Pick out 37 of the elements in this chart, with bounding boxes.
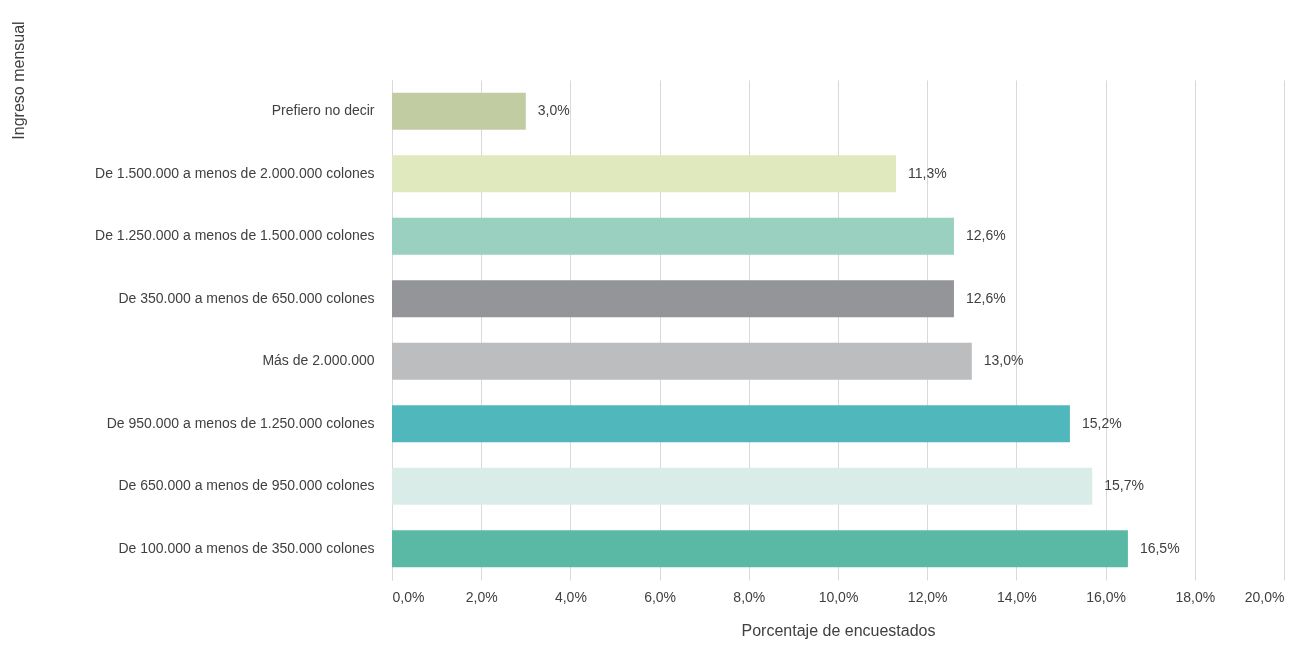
data-label: 15,7% [1104,477,1144,494]
y-tick-label: De 950.000 a menos de 1.250.000 colones [106,414,375,431]
x-tick-label: 14,0% [997,588,1037,605]
bar [392,342,972,380]
data-label: 3,0% [537,102,570,119]
y-tick-label: De 100.000 a menos de 350.000 colones [118,539,375,556]
x-tick-label: 2,0% [465,588,498,605]
x-tick-label: 6,0% [644,588,677,605]
x-tick-label: 12,0% [907,588,948,605]
x-axis-title: Porcentaje de encuestados [741,621,936,639]
y-tick-label: Más de 2.000.000 [262,352,375,369]
data-label: 16,5% [1139,539,1180,556]
x-tick-label: 20,0% [1244,588,1285,605]
y-tick-label: De 1.250.000 a menos de 1.500.000 colones [95,227,375,244]
bar [392,280,954,318]
x-tick-label: 8,0% [733,588,766,605]
data-label: 11,3% [907,164,947,181]
bar [392,467,1093,505]
bar [392,217,954,255]
data-label: 13,0% [983,352,1024,369]
bar [392,530,1128,568]
x-tick-label: 0,0% [392,588,425,605]
bar [392,92,526,130]
x-tick-label: 16,0% [1086,588,1126,605]
bar [392,405,1070,443]
x-tick-label: 4,0% [554,588,587,605]
y-tick-label: De 650.000 a menos de 950.000 colones [118,477,375,494]
data-label: 12,6% [965,289,1006,306]
data-label: 12,6% [965,227,1006,244]
bar [392,155,896,193]
y-tick-label: De 350.000 a menos de 650.000 colones [118,289,375,306]
y-axis-title: Ingreso mensual [9,21,27,140]
x-tick-label: 18,0% [1175,588,1216,605]
y-tick-label: De 1.500.000 a menos de 2.000.000 colones [95,164,375,181]
data-label: 15,2% [1081,414,1122,431]
y-tick-label: Prefiero no decir [271,102,375,119]
x-tick-label: 10,0% [818,588,859,605]
